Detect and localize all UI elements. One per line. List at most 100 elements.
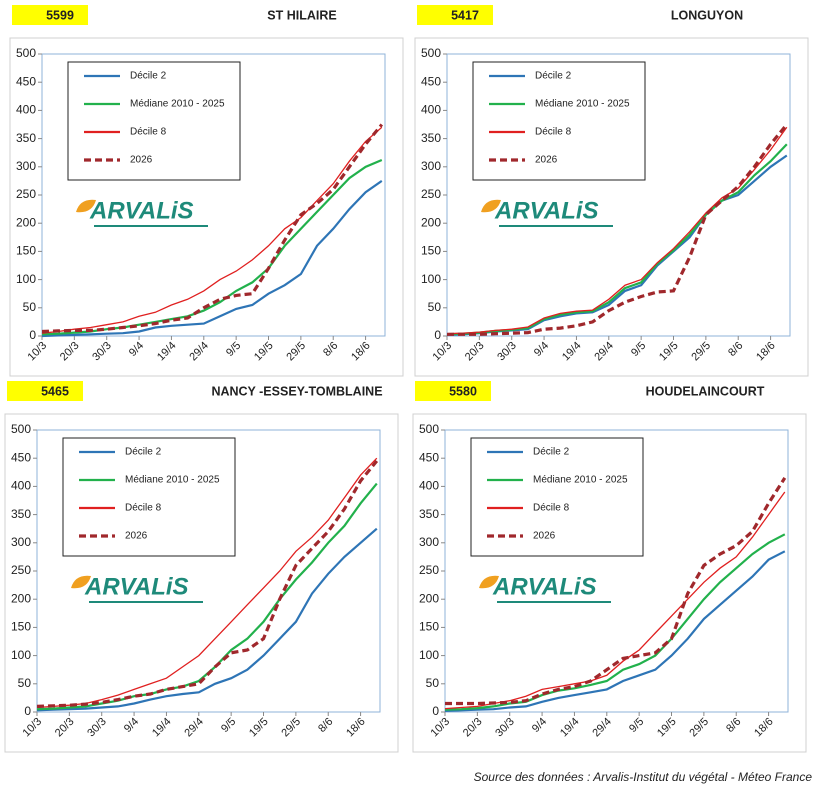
y-tick-label: 400 [421,103,441,117]
x-tick-label: 10/3 [26,340,50,364]
x-tick-label: 19/5 [247,716,271,740]
x-tick-label: 8/6 [316,716,335,735]
x-tick-label: 29/4 [187,340,211,364]
series-line [445,477,787,706]
x-tick-label: 19/4 [558,716,582,740]
y-tick-label: 500 [419,422,439,436]
y-tick-label: 450 [16,74,36,88]
y-tick-label: 50 [428,300,442,314]
y-tick-label: 300 [16,159,36,173]
x-tick-label: 18/6 [344,716,368,740]
x-tick-label: 10/3 [21,716,45,740]
y-tick-label: 0 [434,328,441,342]
x-tick-label: 29/5 [279,716,303,740]
series-line [446,154,788,336]
series-line [446,126,788,335]
series-line [36,457,378,709]
x-tick-label: 18/6 [754,340,778,364]
station-code: 5599 [46,8,74,22]
legend-label: Médiane 2010 - 2025 [533,475,628,486]
y-tick-label: 250 [419,563,439,577]
x-tick-label: 18/6 [752,716,776,740]
legend-label: Décile 2 [535,71,572,82]
x-tick-label: 18/6 [349,340,373,364]
y-tick-label: 100 [16,272,36,286]
y-tick-label: 0 [24,704,31,718]
x-tick-label: 8/6 [724,716,743,735]
series-line [41,179,383,338]
y-tick-label: 500 [421,46,441,60]
chart-frame [414,37,809,377]
y-tick-label: 500 [16,46,36,60]
y-tick-label: 50 [426,676,440,690]
y-tick-label: 150 [11,620,31,634]
legend-label: 2026 [535,155,558,166]
x-tick-label: 9/4 [532,340,551,359]
legend-label: Décile 8 [535,127,572,138]
y-tick-label: 400 [419,479,439,493]
source-note: Source des données : Arvalis-Institut du… [474,770,813,784]
legend-label: Décile 2 [130,71,167,82]
x-tick-label: 19/4 [155,340,179,364]
station-code: 5417 [451,8,479,22]
x-tick-label: 8/6 [726,340,745,359]
y-tick-label: 200 [16,215,36,229]
legend-label: Décile 8 [125,503,162,514]
logo-leaf [71,575,91,589]
x-tick-label: 29/5 [687,716,711,740]
x-tick-label: 29/4 [182,716,206,740]
logo: ARVALiS [89,197,194,224]
x-tick-label: 29/4 [590,716,614,740]
y-tick-label: 400 [16,103,36,117]
y-tick-label: 200 [11,591,31,605]
station-code: 5465 [41,384,69,398]
logo: ARVALiS [492,573,597,600]
code-box [417,5,493,25]
chart-title: ST HILAIRE [267,8,336,22]
logo-leaf [479,575,499,589]
x-tick-label: 19/4 [150,716,174,740]
x-tick-label: 30/3 [495,340,519,364]
legend-label: 2026 [130,155,153,166]
legend-label: Décile 8 [130,127,167,138]
y-tick-label: 200 [421,215,441,229]
y-tick-label: 200 [419,591,439,605]
series-line [41,126,383,334]
y-tick-label: 250 [421,187,441,201]
x-tick-label: 8/6 [321,340,340,359]
chart-frame [412,413,807,753]
series-line [36,527,378,712]
x-tick-label: 29/5 [689,340,713,364]
x-tick-label: 9/5 [629,340,648,359]
x-tick-label: 9/4 [530,716,549,735]
x-tick-label: 30/3 [493,716,517,740]
chart-title: NANCY -ESSEY-TOMBLAINE [211,384,382,398]
x-tick-label: 19/5 [655,716,679,740]
y-tick-label: 350 [16,131,36,145]
y-tick-label: 300 [11,535,31,549]
y-tick-label: 300 [419,535,439,549]
legend-label: Médiane 2010 - 2025 [125,475,220,486]
legend-label: Décile 2 [533,447,570,458]
y-tick-label: 50 [23,300,37,314]
x-tick-label: 19/4 [560,340,584,364]
legend-label: Médiane 2010 - 2025 [130,99,225,110]
y-tick-label: 150 [16,244,36,258]
y-tick-label: 400 [11,479,31,493]
y-tick-label: 0 [432,704,439,718]
x-tick-label: 30/3 [90,340,114,364]
legend-label: Décile 8 [533,503,570,514]
y-tick-label: 450 [421,74,441,88]
y-tick-label: 100 [419,648,439,662]
chart-frame [9,37,404,377]
legend-label: Médiane 2010 - 2025 [535,99,630,110]
station-code: 5580 [449,384,477,398]
chart-frame [4,413,399,753]
x-tick-label: 9/5 [627,716,646,735]
y-tick-label: 50 [18,676,32,690]
series-line [41,123,384,334]
legend-label: 2026 [125,531,148,542]
chart-title: HOUDELAINCOURT [646,384,765,398]
